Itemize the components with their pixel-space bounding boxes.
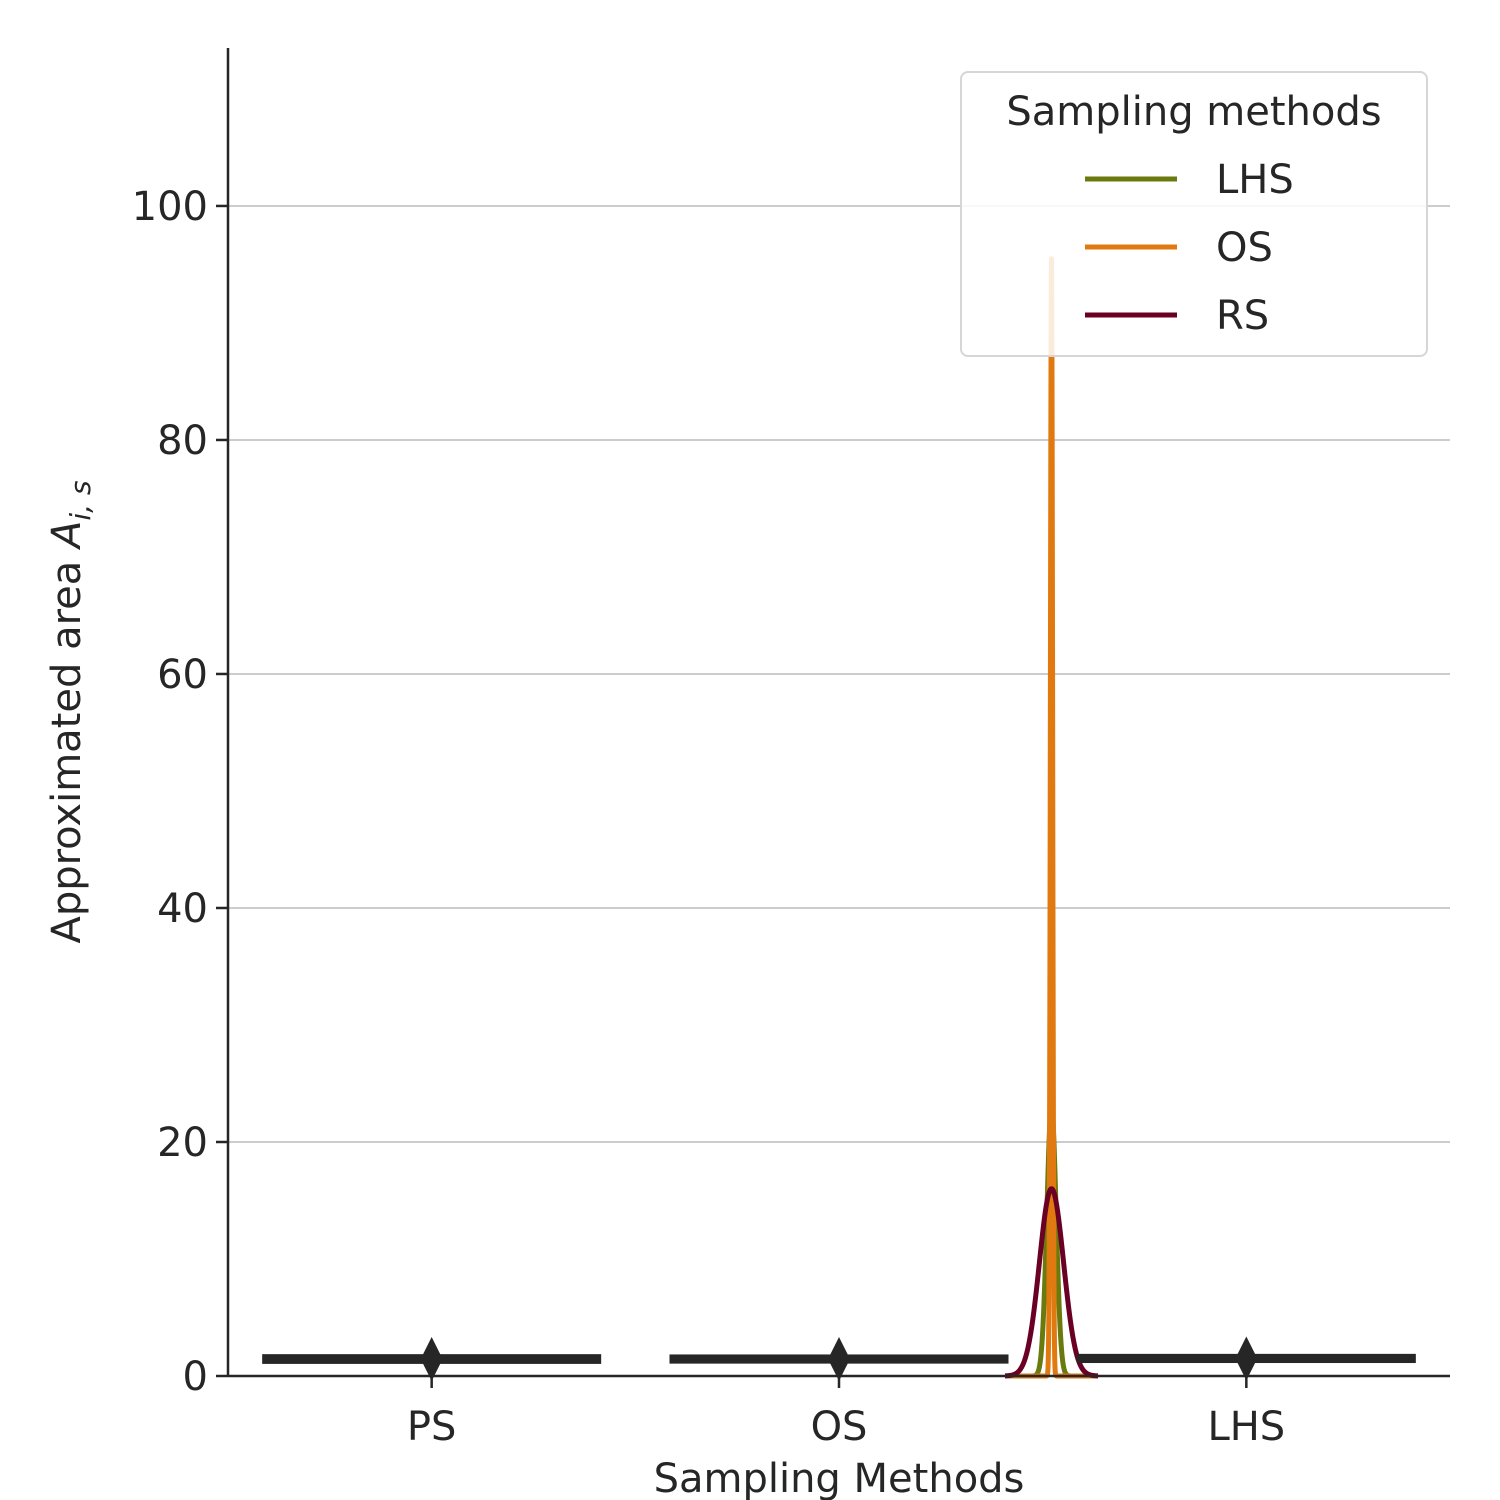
box-lhs bbox=[1076, 1336, 1416, 1381]
legend-label-os: OS bbox=[1216, 225, 1273, 271]
boxplots bbox=[262, 1336, 1416, 1382]
legend-entries: LHS OS RS bbox=[1085, 157, 1294, 339]
legend-entry-os: OS bbox=[1085, 225, 1273, 271]
box-flier-os bbox=[828, 1337, 850, 1382]
legend-entry-rs: RS bbox=[1085, 293, 1269, 339]
axes bbox=[216, 48, 1450, 1388]
grid-lines bbox=[228, 204, 1450, 1143]
legend-title: Sampling methods bbox=[1006, 89, 1381, 135]
legend-label-rs: RS bbox=[1216, 293, 1269, 339]
x-tick-label-ps: PS bbox=[407, 1404, 457, 1450]
density-curve-rs bbox=[1002, 1186, 1101, 1379]
box-flier-lhs bbox=[1235, 1336, 1258, 1381]
y-tick-labels: 0 20 40 60 80 100 bbox=[132, 184, 208, 1400]
x-tick-label-lhs: LHS bbox=[1207, 1404, 1285, 1450]
density-curve-os bbox=[1002, 256, 1101, 1379]
y-tick-label-60: 60 bbox=[157, 652, 208, 698]
x-tick-labels: PS OS LHS bbox=[407, 1404, 1285, 1450]
legend-frame bbox=[960, 71, 1428, 357]
y-axis-label-symbol: A bbox=[44, 521, 90, 551]
legend-entry-lhs: LHS bbox=[1085, 157, 1294, 203]
x-tick-label-os: OS bbox=[811, 1404, 868, 1450]
y-axis-label-text: Approximated area bbox=[44, 561, 90, 944]
box-os bbox=[669, 1337, 1009, 1382]
y-tick-label-80: 80 bbox=[157, 418, 208, 464]
y-tick-label-100: 100 bbox=[132, 184, 208, 230]
y-axis-label-subscript: i, s bbox=[64, 480, 97, 520]
y-tick-label-20: 20 bbox=[157, 1120, 208, 1166]
legend: Sampling methods LHS OS RS bbox=[960, 71, 1428, 357]
y-tick-label-40: 40 bbox=[157, 886, 208, 932]
legend-label-lhs: LHS bbox=[1216, 157, 1294, 203]
y-tick-label-0: 0 bbox=[183, 1354, 208, 1400]
box-flier-ps bbox=[420, 1337, 443, 1382]
y-axis-label-group: Approximated area Ai, s bbox=[44, 480, 97, 943]
density-curves bbox=[1002, 256, 1101, 1379]
x-axis-label: Sampling Methods bbox=[654, 1456, 1025, 1500]
box-ps bbox=[262, 1337, 602, 1382]
y-axis-label: Approximated area Ai, s bbox=[44, 480, 97, 943]
